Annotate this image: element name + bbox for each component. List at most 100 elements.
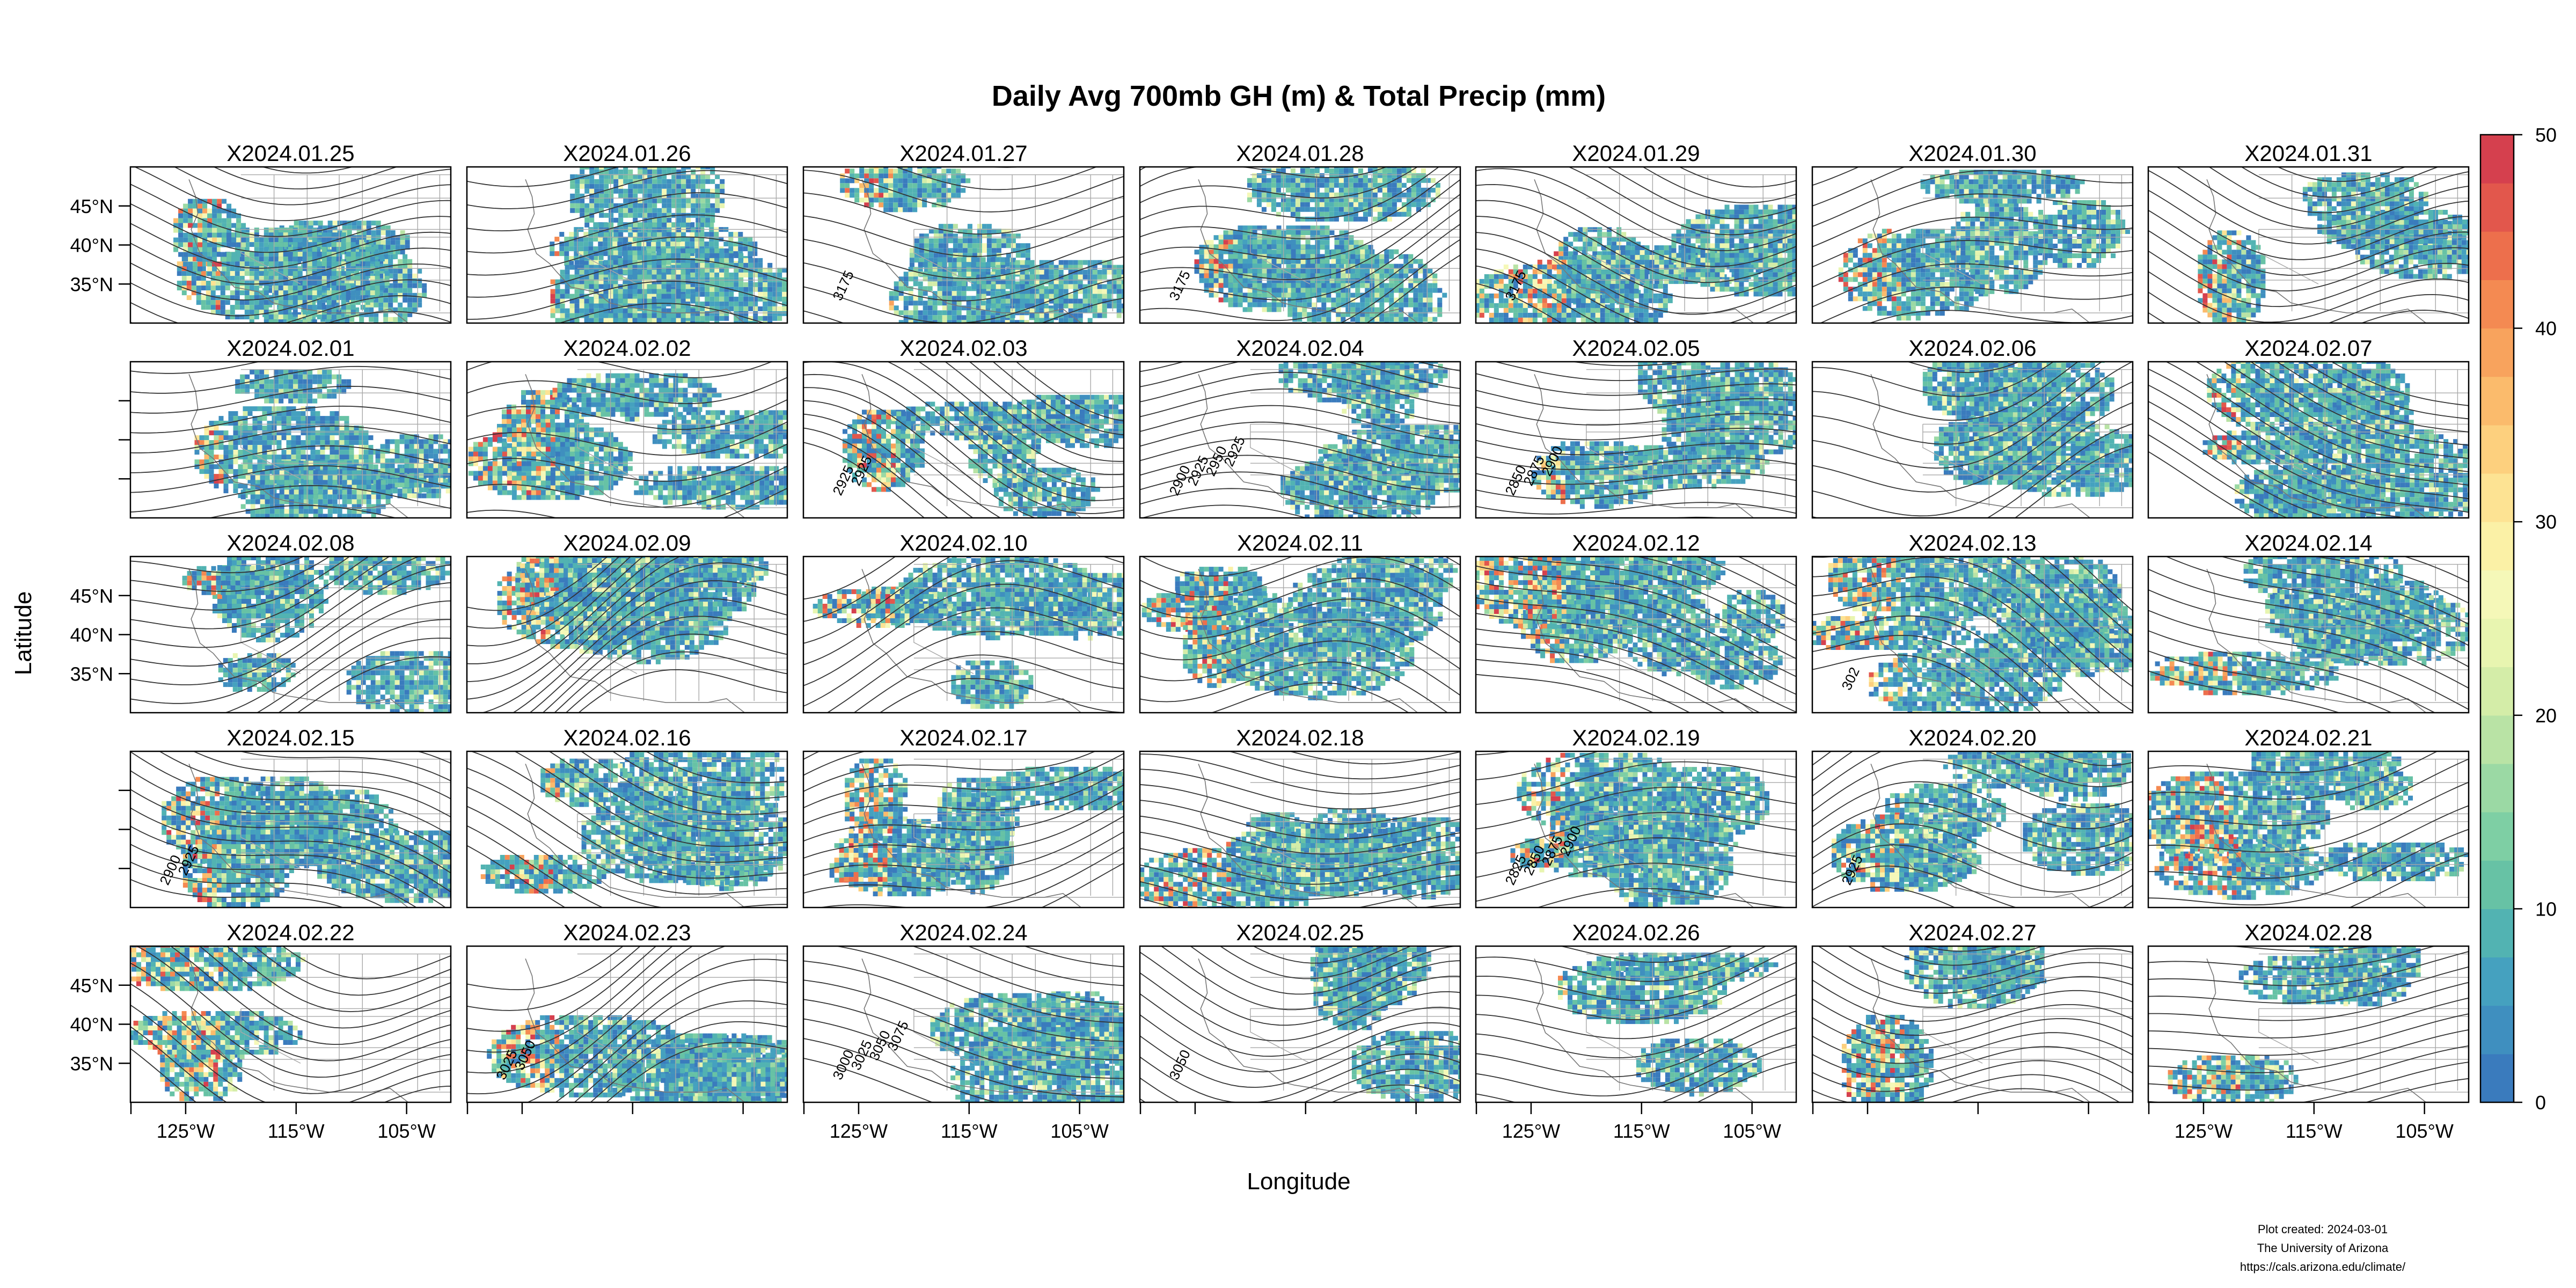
panel-date-label: X2024.01.29 bbox=[1572, 141, 1700, 166]
precip-field bbox=[468, 373, 787, 510]
precip-field bbox=[840, 167, 1124, 323]
colorbar-swatch bbox=[2480, 763, 2514, 813]
precip-field bbox=[162, 776, 451, 908]
precip-field bbox=[194, 369, 451, 518]
panel-date-label: X2024.02.08 bbox=[226, 530, 354, 555]
panel-date-label: X2024.02.14 bbox=[2244, 530, 2372, 555]
panel-date-label: X2024.02.28 bbox=[2244, 920, 2372, 945]
colorbar-swatch bbox=[2480, 909, 2514, 958]
lon-tick-label: 125°W bbox=[2175, 1120, 2233, 1142]
lon-tick-label: 105°W bbox=[377, 1120, 435, 1142]
map-panel: X2024.02.16 bbox=[466, 725, 788, 909]
map-panel: 3175 X2024.01.28 bbox=[1139, 141, 1461, 324]
colorbar-swatch bbox=[2480, 715, 2514, 764]
y-axis-label: Latitude bbox=[10, 591, 36, 676]
colorbar-swatch bbox=[2480, 812, 2514, 861]
panel-date-label: X2024.01.30 bbox=[1908, 141, 2036, 166]
precip-field bbox=[1832, 751, 2133, 892]
panel-date-label: X2024.02.21 bbox=[2244, 725, 2372, 750]
precip-field bbox=[1922, 362, 2133, 497]
panel-date-label: X2024.02.17 bbox=[899, 725, 1027, 750]
lat-tick-label: 45°N bbox=[70, 585, 113, 607]
contour-label: 3175 bbox=[1166, 268, 1194, 303]
panel-date-label: X2024.02.13 bbox=[1908, 530, 2036, 555]
map-panel: X2024.02.01 bbox=[129, 335, 452, 519]
map-panel: X2024.02.26 bbox=[1475, 920, 1797, 1103]
panel-date-label: X2024.02.25 bbox=[1236, 920, 1364, 945]
credit-block: Plot created: 2024-03-01 The University … bbox=[2240, 1223, 2406, 1274]
panel-date-label: X2024.02.10 bbox=[899, 530, 1027, 555]
colorbar-swatch bbox=[2480, 667, 2514, 716]
lon-tick-label: 115°W bbox=[941, 1120, 998, 1142]
panel-date-label: X2024.01.28 bbox=[1236, 141, 1364, 166]
map-panel: X2024.01.25 bbox=[129, 141, 452, 324]
panel-date-label: X2024.02.20 bbox=[1908, 725, 2036, 750]
colorbar-swatch bbox=[2480, 280, 2514, 329]
precip-field bbox=[173, 199, 427, 323]
lon-tick-label: 105°W bbox=[2395, 1120, 2453, 1142]
colorbar-swatch bbox=[2480, 522, 2514, 570]
panel-date-label: X2024.02.01 bbox=[226, 335, 354, 361]
panel-date-label: X2024.01.26 bbox=[563, 141, 691, 166]
colorbar-swatch bbox=[2480, 425, 2514, 474]
panel-date-label: X2024.02.27 bbox=[1908, 920, 2036, 945]
precip-field bbox=[1278, 362, 1460, 518]
precip-field bbox=[1476, 204, 1796, 323]
panel-date-label: X2024.02.09 bbox=[563, 530, 691, 555]
colorbar-swatch bbox=[2480, 473, 2514, 522]
map-panel: X2024.02.21 bbox=[2147, 725, 2470, 909]
colorbar-swatch bbox=[2480, 328, 2514, 377]
lon-tick-label: 125°W bbox=[1502, 1120, 1560, 1142]
panel-date-label: X2024.02.24 bbox=[899, 920, 1027, 945]
panel-date-label: X2024.02.02 bbox=[563, 335, 691, 361]
contour-label: 3050 bbox=[1166, 1047, 1194, 1082]
lon-tick-label: 115°W bbox=[1613, 1120, 1670, 1142]
colorbar-tick-label: 40 bbox=[2535, 318, 2557, 340]
panel-date-label: X2024.02.19 bbox=[1572, 725, 1700, 750]
lon-tick-label: 105°W bbox=[1723, 1120, 1781, 1142]
x-axis-label: Longitude bbox=[1247, 1168, 1350, 1195]
colorbar-swatch bbox=[2480, 376, 2514, 426]
panel-date-label: X2024.02.05 bbox=[1572, 335, 1700, 361]
colorbar-tick-label: 30 bbox=[2535, 511, 2557, 533]
credit-line-url: https://cals.arizona.edu/climate/ bbox=[2240, 1260, 2406, 1274]
colorbar-swatch bbox=[2480, 1005, 2514, 1055]
map-panel: X2024.01.30 bbox=[1811, 141, 2134, 324]
lat-tick-label: 35°N bbox=[70, 273, 113, 295]
map-panel: X2024.02.02 bbox=[466, 335, 788, 519]
lat-tick-label: 45°N bbox=[70, 975, 113, 997]
map-panel: 3175 X2024.01.27 bbox=[802, 141, 1125, 324]
map-panel: 3050 X2024.02.25 bbox=[1139, 920, 1461, 1103]
colorbar-swatch bbox=[2480, 570, 2514, 619]
credit-line-date: Plot created: 2024-03-01 bbox=[2258, 1223, 2388, 1236]
precip-field bbox=[1812, 557, 2133, 713]
panel-date-label: X2024.02.15 bbox=[226, 725, 354, 750]
panel-date-label: X2024.02.12 bbox=[1572, 530, 1700, 555]
gh-contours bbox=[467, 946, 787, 1102]
lat-tick-label: 35°N bbox=[70, 663, 113, 685]
panel-date-label: X2024.01.25 bbox=[226, 141, 354, 166]
contour-label: 302 bbox=[1838, 665, 1863, 693]
colorbar-swatch bbox=[2480, 1053, 2514, 1103]
lat-tick-label: 40°N bbox=[70, 1014, 113, 1036]
map-panel: X2024.02.18 bbox=[1139, 725, 1461, 909]
lat-tick-label: 45°N bbox=[70, 195, 113, 217]
lon-tick-label: 115°W bbox=[268, 1120, 325, 1142]
map-panel: X2024.01.31 bbox=[2147, 141, 2470, 324]
lat-tick-label: 40°N bbox=[70, 235, 113, 257]
lat-tick-label: 40°N bbox=[70, 624, 113, 646]
colorbar-swatch bbox=[2480, 231, 2514, 280]
panel-date-label: X2024.02.26 bbox=[1572, 920, 1700, 945]
colorbar-tick-label: 0 bbox=[2535, 1092, 2546, 1114]
figure-title: Daily Avg 700mb GH (m) & Total Precip (m… bbox=[992, 80, 1606, 112]
panel-date-label: X2024.02.16 bbox=[563, 725, 691, 750]
precip-field bbox=[1510, 752, 1769, 908]
colorbar-swatch bbox=[2480, 618, 2514, 668]
